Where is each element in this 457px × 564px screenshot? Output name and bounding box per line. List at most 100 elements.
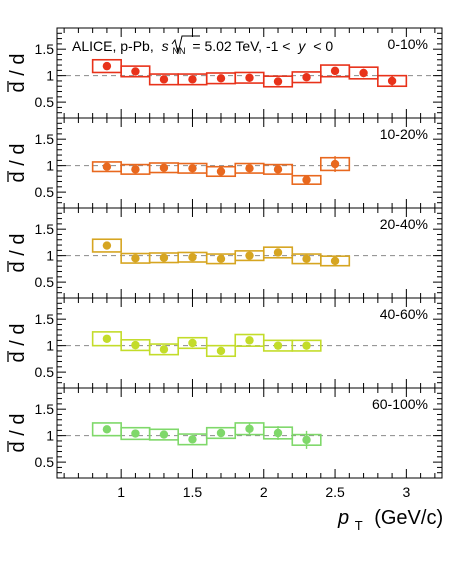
sys-box — [120, 65, 151, 78]
data-point — [245, 336, 254, 345]
data-point — [131, 67, 140, 76]
y-tick-label: 1 — [46, 68, 54, 84]
centrality-label: 40-60% — [380, 306, 428, 322]
y-tick-label: 0.5 — [35, 184, 55, 200]
centrality-label: 60-100% — [372, 396, 428, 412]
x-tick-label: 2.5 — [325, 484, 345, 500]
data-point — [102, 61, 112, 71]
y-axis-title: d / d — [7, 324, 29, 363]
y-axis-title: d / d — [7, 144, 29, 183]
data-point — [216, 167, 226, 176]
y-tick-label: 1 — [46, 338, 54, 354]
data-point — [302, 341, 311, 350]
data-point — [102, 425, 112, 434]
data-point — [131, 254, 140, 263]
data-point — [188, 164, 197, 173]
y-axis-title: d / d — [7, 414, 29, 453]
data-point — [273, 165, 283, 174]
title-sqrt-sub: NN — [172, 46, 185, 56]
data-point — [302, 175, 311, 185]
title-experiment: ALICE, p-Pb, — [72, 38, 154, 54]
data-point — [330, 66, 340, 76]
centrality-label: 10-20% — [380, 126, 428, 142]
data-point — [302, 254, 311, 264]
data-point — [245, 251, 254, 260]
x-tick-label: 2 — [260, 484, 268, 500]
data-point — [102, 334, 112, 343]
x-tick-label: 1 — [117, 484, 125, 500]
data-point — [188, 435, 197, 444]
data-point — [159, 75, 169, 84]
title-y-range: < 0 — [313, 38, 333, 54]
sys-box — [291, 174, 322, 185]
y-axis-title: d / d — [7, 234, 29, 273]
data-point — [273, 428, 283, 438]
panels-group: 0.5 1 1.5 d / d 0-10% 0.5 1 1.5 d / d 10-20% 0.5 1 1… — [7, 27, 443, 500]
x-axis-sub: T — [355, 518, 363, 533]
title-y-var: y — [297, 38, 306, 54]
data-point — [216, 428, 226, 438]
data-point — [159, 430, 169, 439]
data-point — [216, 346, 226, 356]
data-point — [273, 248, 283, 257]
centrality-label: 0-10% — [388, 36, 428, 52]
sys-box — [262, 163, 294, 175]
y-tick-label: 1.5 — [35, 221, 55, 237]
data-point — [102, 162, 112, 171]
y-tick-label: 0.5 — [35, 364, 55, 380]
centrality-label: 20-40% — [380, 216, 428, 232]
data-point — [302, 73, 311, 82]
data-point — [302, 435, 311, 445]
data-point — [159, 253, 169, 262]
y-tick-label: 1 — [46, 248, 54, 264]
data-point — [273, 77, 283, 86]
y-tick-label: 1.5 — [35, 131, 55, 147]
data-point — [245, 164, 254, 173]
x-tick-label: 3 — [402, 484, 410, 500]
y-tick-label: 0.5 — [35, 274, 55, 290]
data-point — [387, 76, 397, 86]
data-point — [188, 75, 197, 84]
sys-box — [291, 339, 322, 352]
data-point — [273, 341, 283, 350]
sys-box — [177, 336, 208, 350]
data-point — [131, 165, 140, 174]
sys-box — [148, 343, 180, 356]
data-point — [245, 424, 254, 433]
data-point — [102, 241, 112, 250]
data-point — [131, 429, 140, 438]
sys-box — [91, 331, 122, 347]
y-tick-label: 1 — [46, 428, 54, 444]
data-point — [330, 256, 340, 266]
data-point — [188, 338, 197, 348]
data-point — [359, 68, 368, 78]
x-axis-var: p — [337, 507, 349, 529]
data-point — [131, 340, 140, 350]
chart-title: ALICE, p-Pb, s NN = 5.02 TeV, -1 < y < 0 — [72, 38, 333, 57]
title-energy: = 5.02 TeV, -1 < — [192, 38, 290, 54]
x-tick-label: 1.5 — [183, 484, 203, 500]
data-point — [245, 73, 254, 82]
data-point — [159, 345, 169, 354]
y-tick-label: 0.5 — [35, 94, 55, 110]
sys-box — [319, 255, 351, 267]
x-axis-title: p T (GeV/c) — [337, 507, 443, 535]
title-sqrt-s: s — [162, 38, 169, 54]
y-tick-label: 1 — [46, 158, 54, 174]
data-point — [159, 163, 169, 172]
y-tick-label: 1.5 — [35, 41, 55, 57]
data-point — [216, 254, 226, 264]
x-axis-unit: (GeV/c) — [374, 507, 443, 529]
sys-box — [348, 66, 379, 80]
sys-box — [262, 246, 294, 259]
y-tick-label: 1.5 — [35, 311, 55, 327]
y-tick-label: 1.5 — [35, 401, 55, 417]
sqrt-radical — [171, 35, 200, 54]
sys-box — [205, 344, 237, 358]
sys-box — [177, 433, 208, 446]
data-point — [216, 74, 226, 83]
data-point — [330, 159, 340, 169]
y-tick-label: 0.5 — [35, 454, 55, 470]
data-point — [188, 253, 197, 262]
